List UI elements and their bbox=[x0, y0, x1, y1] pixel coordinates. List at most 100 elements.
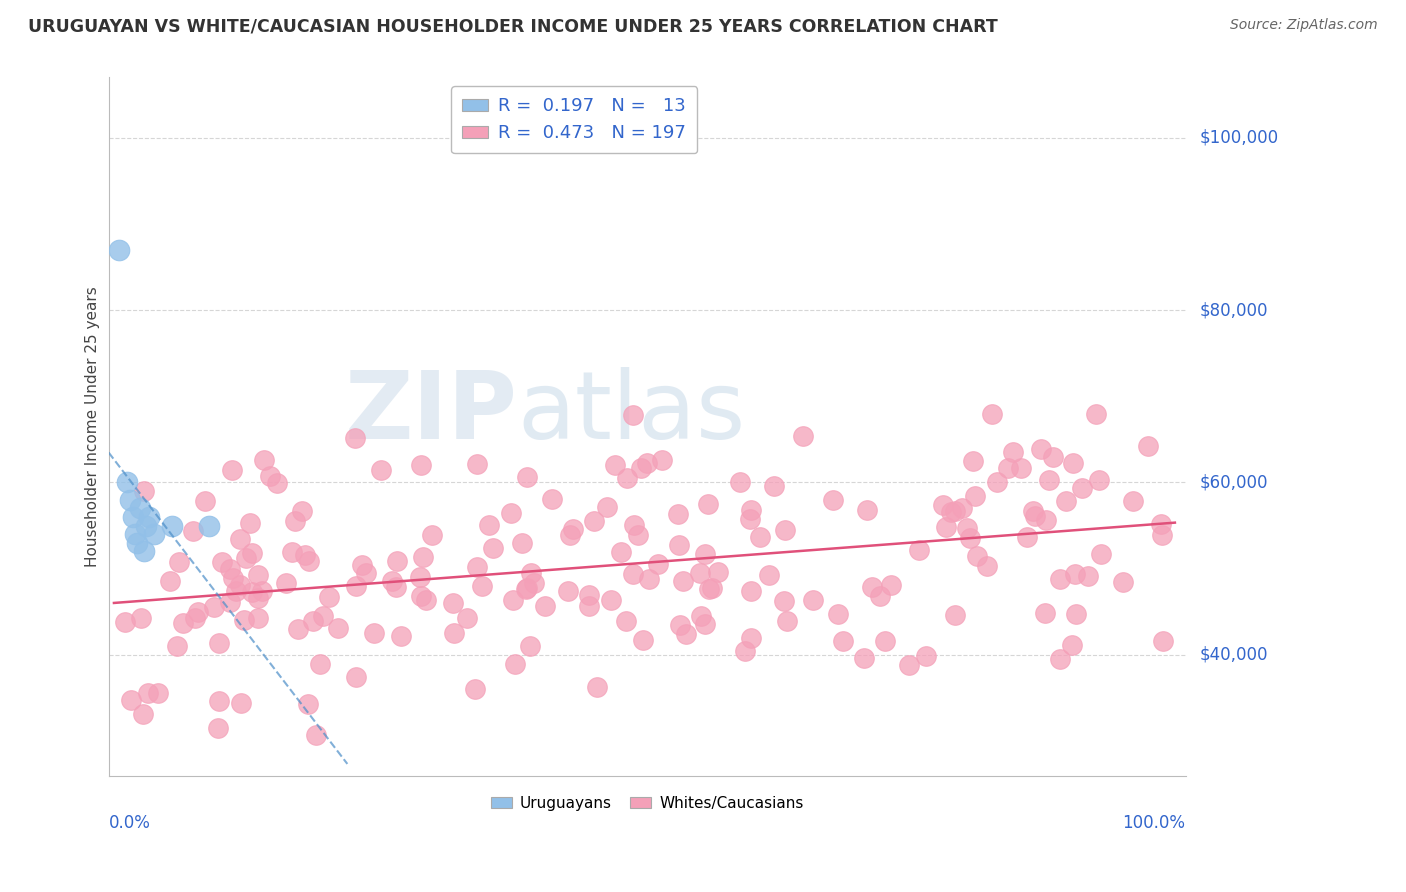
Point bbox=[915, 648, 938, 663]
Point bbox=[966, 549, 988, 564]
Y-axis label: Householder Income Under 25 years: Householder Income Under 25 years bbox=[86, 286, 100, 566]
Point bbox=[869, 589, 891, 603]
Point bbox=[738, 512, 761, 526]
Point bbox=[997, 461, 1019, 475]
Point bbox=[302, 614, 325, 628]
Point bbox=[309, 657, 332, 672]
Text: URUGUAYAN VS WHITE/CAUCASIAN HOUSEHOLDER INCOME UNDER 25 YEARS CORRELATION CHART: URUGUAYAN VS WHITE/CAUCASIAN HOUSEHOLDER… bbox=[28, 18, 998, 36]
Point bbox=[981, 407, 1004, 421]
Point bbox=[689, 566, 711, 581]
Point bbox=[240, 546, 263, 560]
Point bbox=[519, 639, 541, 653]
Point bbox=[409, 570, 432, 584]
Point bbox=[740, 503, 762, 517]
Point bbox=[875, 634, 897, 648]
Point bbox=[1112, 574, 1135, 589]
Point bbox=[193, 494, 215, 508]
Point bbox=[730, 475, 752, 489]
Point bbox=[131, 611, 153, 625]
Point bbox=[763, 479, 786, 493]
Point bbox=[1152, 634, 1174, 648]
Text: $40,000: $40,000 bbox=[1199, 646, 1268, 664]
Point bbox=[605, 458, 627, 473]
Point bbox=[510, 536, 533, 550]
Point bbox=[939, 505, 962, 519]
Point bbox=[776, 614, 799, 628]
Point bbox=[773, 594, 796, 608]
Point bbox=[344, 579, 367, 593]
Point bbox=[596, 500, 619, 514]
Point bbox=[266, 476, 288, 491]
Point bbox=[238, 516, 260, 530]
Point bbox=[1002, 445, 1025, 459]
Point bbox=[965, 488, 987, 502]
Point bbox=[231, 696, 253, 710]
Point bbox=[505, 657, 527, 671]
Point bbox=[1054, 494, 1077, 508]
Point bbox=[880, 578, 903, 592]
Point bbox=[1136, 439, 1159, 453]
Point bbox=[1010, 460, 1032, 475]
Point bbox=[962, 454, 984, 468]
Point bbox=[115, 475, 138, 490]
Text: atlas: atlas bbox=[517, 367, 747, 458]
Point bbox=[240, 585, 263, 599]
Point bbox=[1087, 473, 1109, 487]
Point bbox=[976, 558, 998, 573]
Point bbox=[136, 686, 159, 700]
Point bbox=[148, 686, 170, 700]
Point bbox=[312, 609, 335, 624]
Point bbox=[363, 626, 385, 640]
Point bbox=[614, 614, 637, 628]
Point bbox=[534, 599, 557, 614]
Point bbox=[304, 728, 326, 742]
Point bbox=[291, 504, 314, 518]
Point bbox=[184, 611, 207, 625]
Point bbox=[467, 457, 489, 471]
Point bbox=[1062, 638, 1084, 652]
Point bbox=[908, 543, 931, 558]
Point bbox=[235, 550, 257, 565]
Point bbox=[1084, 407, 1107, 421]
Point bbox=[959, 532, 981, 546]
Point bbox=[287, 622, 309, 636]
Text: ZIP: ZIP bbox=[344, 367, 517, 458]
Point bbox=[638, 572, 661, 586]
Point bbox=[415, 593, 437, 607]
Point bbox=[482, 541, 505, 556]
Point bbox=[823, 492, 845, 507]
Point bbox=[697, 497, 720, 511]
Point bbox=[792, 429, 814, 443]
Point bbox=[1064, 607, 1087, 621]
Point bbox=[298, 554, 321, 568]
Text: 0.0%: 0.0% bbox=[108, 814, 150, 832]
Point bbox=[229, 532, 252, 546]
Point bbox=[356, 566, 378, 580]
Point bbox=[932, 498, 955, 512]
Point bbox=[853, 651, 876, 665]
Point bbox=[114, 615, 136, 630]
Point bbox=[167, 555, 190, 569]
Point bbox=[610, 545, 633, 559]
Point bbox=[297, 697, 319, 711]
Point bbox=[181, 524, 204, 538]
Point bbox=[749, 530, 772, 544]
Point bbox=[120, 693, 142, 707]
Legend: Uruguayans, Whites/Caucasians: Uruguayans, Whites/Caucasians bbox=[485, 789, 810, 817]
Text: $60,000: $60,000 bbox=[1199, 474, 1268, 491]
Point bbox=[943, 504, 966, 518]
Point bbox=[132, 707, 155, 722]
Point bbox=[758, 568, 780, 582]
Point bbox=[651, 452, 673, 467]
Point bbox=[318, 590, 340, 604]
Point bbox=[187, 605, 209, 619]
Text: $80,000: $80,000 bbox=[1199, 301, 1268, 319]
Point bbox=[502, 593, 524, 607]
Point bbox=[124, 527, 146, 541]
Point bbox=[441, 596, 464, 610]
Point bbox=[477, 518, 499, 533]
Point bbox=[385, 554, 408, 568]
Point bbox=[672, 574, 695, 588]
Point bbox=[621, 566, 644, 581]
Point bbox=[561, 522, 583, 536]
